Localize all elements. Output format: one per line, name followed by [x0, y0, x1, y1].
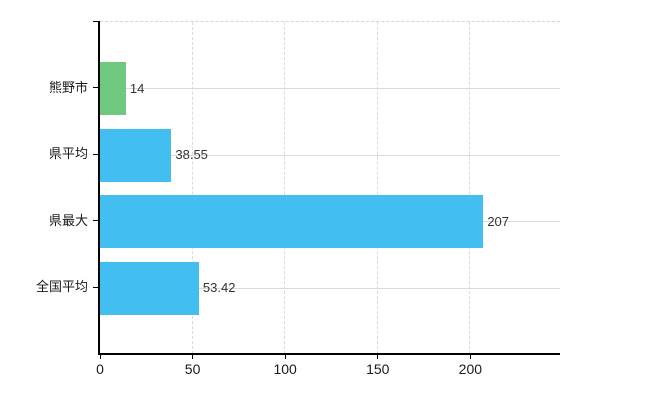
x-tick-label: 150	[366, 361, 390, 377]
gridline-vertical	[469, 22, 471, 354]
gridline-horizontal	[100, 154, 560, 156]
x-tick-label: 100	[273, 361, 297, 377]
category-label: 熊野市	[48, 79, 88, 95]
plot-area: 14 38.55 207 53.42	[100, 21, 560, 354]
x-tick-label: 200	[458, 361, 483, 377]
bar	[100, 62, 126, 116]
category-label: 県平均	[48, 146, 88, 162]
y-axis-tick	[93, 153, 99, 155]
gridline-horizontal	[100, 88, 560, 90]
bar	[100, 128, 172, 182]
gridline-vertical	[191, 22, 193, 354]
category-label: 県最大	[48, 212, 88, 228]
bar	[100, 195, 484, 249]
y-axis	[98, 21, 100, 354]
x-tick-label: 50	[184, 361, 201, 377]
x-axis-tick	[192, 354, 194, 359]
x-axis-tick	[469, 354, 471, 359]
category-label: 全国平均	[35, 279, 88, 295]
y-axis-tick	[93, 220, 99, 222]
bar-value-label: 14	[129, 80, 145, 96]
x-tick-label: 0	[96, 361, 104, 377]
bar	[100, 261, 199, 315]
gridline-vertical	[284, 22, 286, 354]
bar-value-label: 53.42	[202, 280, 236, 296]
y-axis-tick	[93, 286, 99, 288]
y-axis-end-tick	[93, 21, 99, 22]
x-axis-tick	[99, 354, 101, 359]
gridline-horizontal	[100, 287, 560, 289]
bar-value-label: 207	[487, 213, 510, 229]
gridline-vertical	[376, 22, 378, 354]
y-axis-tick	[93, 87, 99, 89]
x-axis	[98, 353, 560, 355]
x-axis-tick	[284, 354, 286, 359]
x-axis-tick	[377, 354, 379, 359]
bar-value-label: 38.55	[175, 147, 208, 163]
